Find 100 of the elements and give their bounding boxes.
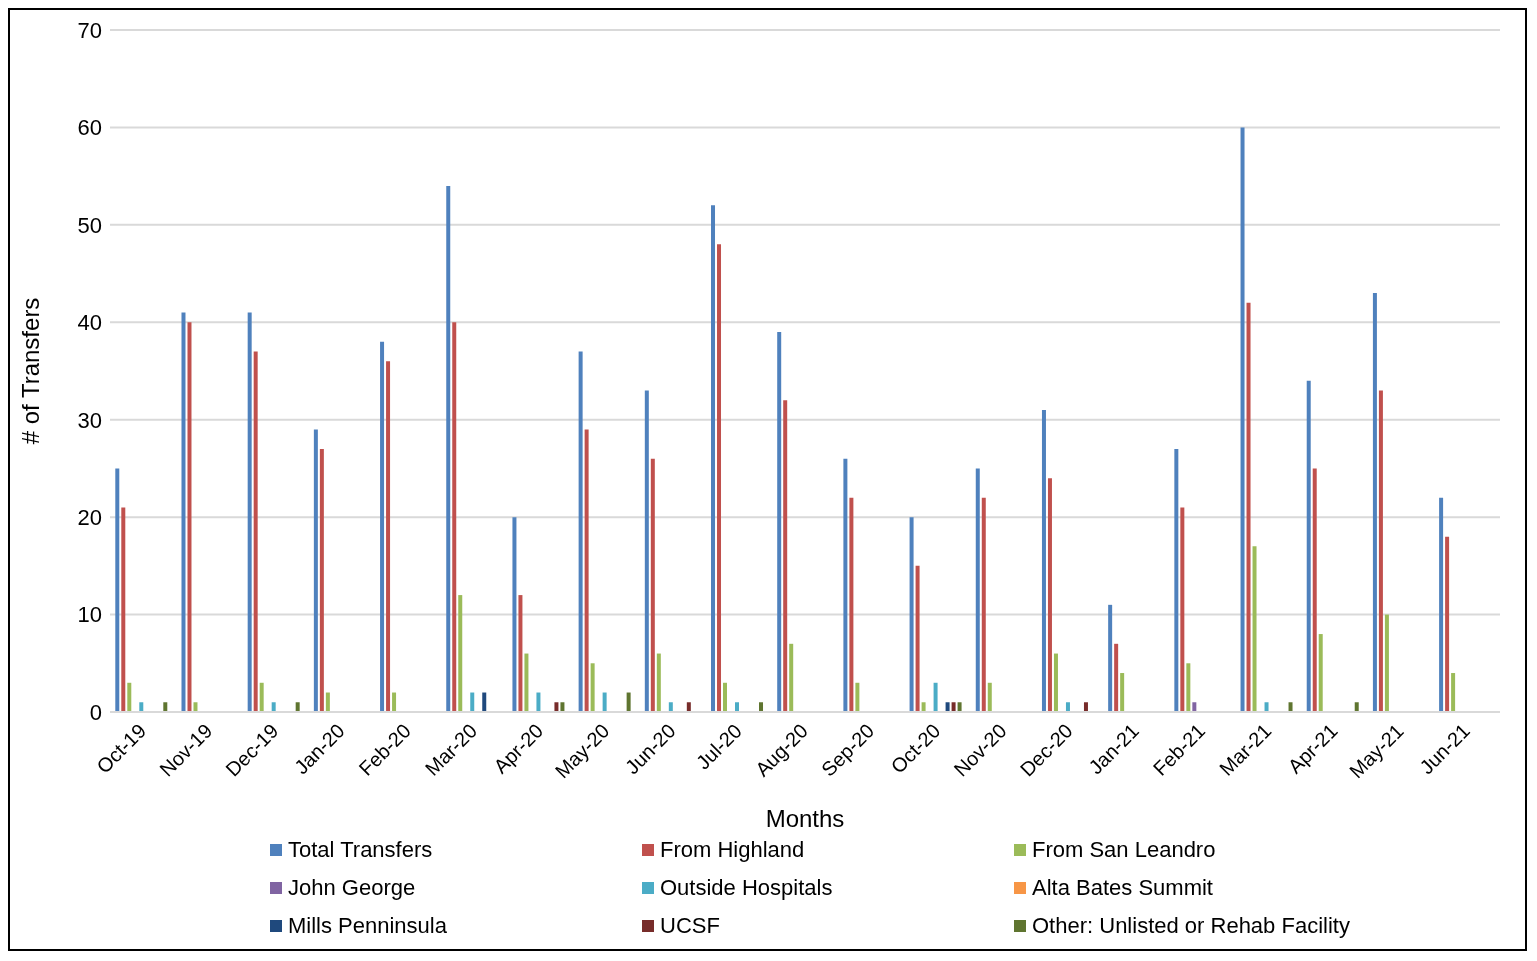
y-tick-label: 0 <box>89 699 102 725</box>
bar <box>1240 127 1245 712</box>
bar <box>560 702 565 712</box>
legend-label: Alta Bates Summit <box>1032 875 1213 901</box>
bar <box>843 458 848 712</box>
bar <box>855 682 860 712</box>
bar <box>1108 604 1113 712</box>
bar <box>789 643 794 712</box>
bar <box>482 692 487 712</box>
y-tick-label: 40 <box>77 310 102 336</box>
bar <box>1252 546 1257 712</box>
bar <box>717 244 722 712</box>
bar <box>951 702 956 712</box>
bar <box>975 468 980 712</box>
bar <box>668 702 673 712</box>
legend-label: Mills Penninsula <box>288 913 447 939</box>
bar <box>783 400 788 712</box>
bar <box>1083 702 1088 712</box>
bar <box>380 341 385 712</box>
legend-label: UCSF <box>660 913 720 939</box>
bar <box>1378 390 1383 712</box>
bar <box>1306 380 1311 712</box>
bar <box>1372 293 1377 712</box>
bar <box>1439 497 1444 712</box>
legend-label: Outside Hospitals <box>660 875 833 901</box>
bar <box>933 682 938 712</box>
bar <box>1318 634 1323 712</box>
bar <box>735 702 740 712</box>
bar <box>253 351 258 712</box>
bar <box>686 702 691 712</box>
bar <box>584 429 589 712</box>
bar <box>1053 653 1058 712</box>
x-axis-title: Months <box>765 805 845 832</box>
bar <box>271 702 276 712</box>
bar <box>644 390 649 712</box>
bar <box>554 702 559 712</box>
bar <box>711 205 716 712</box>
bar <box>524 653 529 712</box>
legend-label: From San Leandro <box>1032 837 1216 863</box>
bar <box>446 185 451 712</box>
bar <box>392 692 397 712</box>
bar <box>909 517 914 712</box>
bar <box>1186 663 1191 712</box>
bar <box>1114 643 1119 712</box>
bar <box>1192 702 1197 712</box>
bar <box>578 351 583 712</box>
y-axis-title: # of Transfers <box>16 297 44 445</box>
bar <box>1047 478 1052 712</box>
bar <box>723 682 728 712</box>
bar <box>163 702 168 712</box>
bar <box>915 565 920 712</box>
legend-label: Other: Unlisted or Rehab Facility <box>1032 913 1350 939</box>
bar <box>1264 702 1269 712</box>
bar <box>921 702 926 712</box>
bar <box>187 322 192 712</box>
bar <box>849 497 854 712</box>
bar <box>295 702 300 712</box>
bar <box>1041 409 1046 712</box>
y-tick-label: 20 <box>77 504 102 530</box>
bar <box>1354 702 1359 712</box>
bar <box>626 692 631 712</box>
bar <box>193 702 198 712</box>
bar <box>1246 302 1251 712</box>
bar <box>181 312 186 712</box>
legend-label: John George <box>288 875 416 901</box>
bar <box>1384 614 1389 712</box>
bar <box>386 361 391 712</box>
legend-label: From Highland <box>660 837 805 863</box>
y-tick-label: 50 <box>77 212 102 238</box>
bar <box>518 595 523 712</box>
bar <box>1445 536 1450 712</box>
y-tick-label: 60 <box>77 115 102 141</box>
bar <box>259 682 264 712</box>
bar <box>759 702 764 712</box>
bar <box>981 497 986 712</box>
bar <box>777 332 782 712</box>
bar <box>945 702 950 712</box>
bar <box>1312 468 1317 712</box>
bar <box>656 653 661 712</box>
bar <box>1451 673 1456 712</box>
legend-label: Total Transfers <box>288 837 433 863</box>
bar <box>987 682 992 712</box>
bar <box>127 682 132 712</box>
bar <box>121 507 126 712</box>
bar <box>650 458 655 712</box>
y-tick-label: 30 <box>77 407 102 433</box>
y-tick-label: 70 <box>77 17 102 43</box>
bar <box>1288 702 1293 712</box>
bar <box>319 448 324 712</box>
bar <box>536 692 541 712</box>
bar <box>957 702 962 712</box>
bar <box>458 595 463 712</box>
bar <box>1180 507 1185 712</box>
bar <box>512 517 517 712</box>
bar <box>1174 448 1179 712</box>
bar <box>452 322 457 712</box>
bar <box>1120 673 1125 712</box>
bar <box>325 692 330 712</box>
bar <box>602 692 607 712</box>
bar <box>139 702 144 712</box>
